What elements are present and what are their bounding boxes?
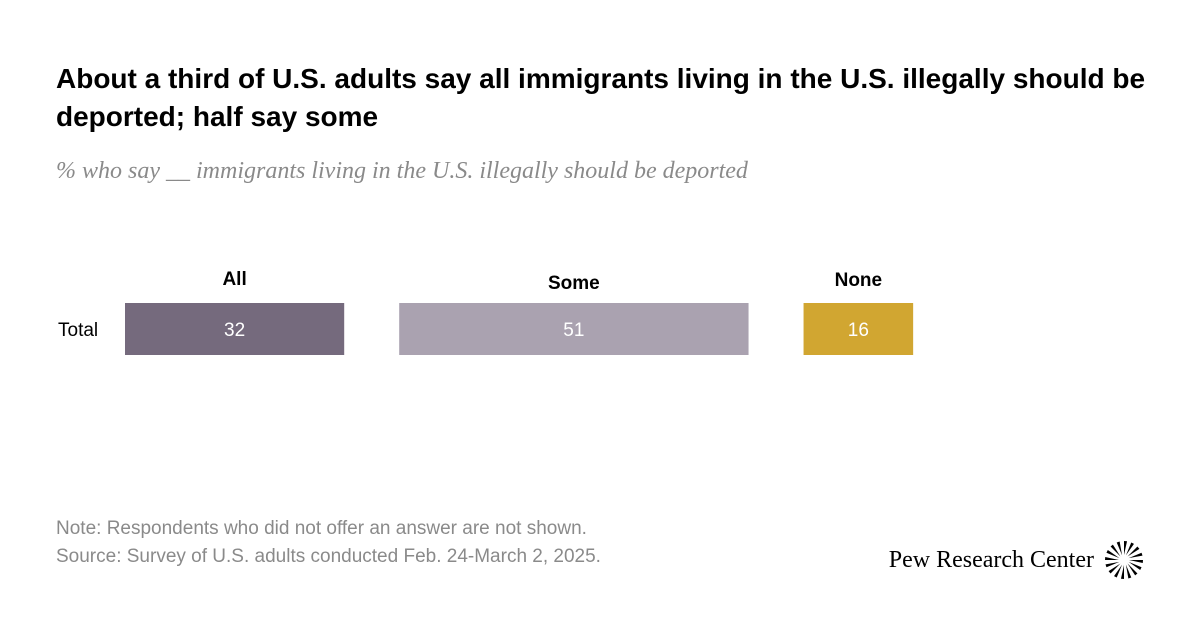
brand-attribution: Pew Research Center	[889, 540, 1144, 580]
logo-ray	[1125, 564, 1132, 579]
logo-ray	[1110, 544, 1121, 557]
logo-ray	[1105, 561, 1120, 568]
logo-ray	[1116, 541, 1123, 556]
bar-segment-all	[125, 303, 345, 355]
series-header-all: All	[222, 269, 246, 290]
chart-subtitle: % who say __ immigrants living in the U.…	[56, 158, 748, 184]
bar-segment-some	[399, 303, 749, 355]
logo-ray	[1108, 563, 1121, 574]
chart-source: Source: Survey of U.S. adults conducted …	[56, 546, 601, 567]
data-label: 51	[563, 320, 584, 341]
series-header-some: Some	[548, 273, 600, 294]
logo-ray	[1127, 546, 1140, 557]
chart-title: About a third of U.S. adults say all imm…	[56, 63, 1146, 132]
row-label: Total	[58, 320, 98, 341]
logo-ray	[1120, 565, 1124, 579]
chart-note: Note: Respondents who did not offer an a…	[56, 518, 587, 539]
logo-ray	[1124, 541, 1128, 555]
data-label: 32	[224, 320, 245, 341]
logo-ray	[1114, 564, 1123, 578]
bar-segment-none	[803, 303, 914, 355]
brand-name: Pew Research Center	[888, 546, 1094, 573]
logo-ray	[1127, 563, 1138, 576]
logo-ray	[1106, 550, 1120, 559]
logo-ray	[1128, 552, 1143, 559]
logo-ray	[1125, 542, 1134, 556]
data-label: 16	[848, 320, 869, 341]
logo-ray	[1105, 556, 1119, 560]
logo-ray	[1129, 560, 1143, 564]
pew-sunburst-icon	[1105, 541, 1143, 579]
logo-ray	[1128, 561, 1142, 570]
series-header-none: None	[835, 270, 883, 291]
